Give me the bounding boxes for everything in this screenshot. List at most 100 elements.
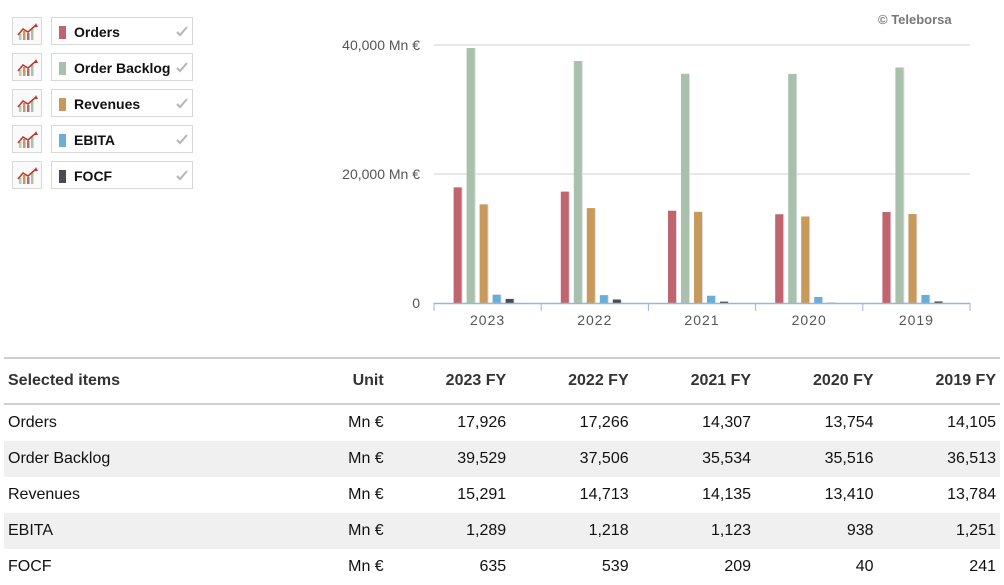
table-cell: 14,105 — [947, 414, 996, 431]
table-cell: Order Backlog — [4, 441, 280, 477]
y-tick-label: 0 — [412, 295, 420, 311]
table-cell: 15,291 — [457, 486, 507, 503]
line-chart-icon[interactable] — [12, 125, 42, 153]
bar[interactable] — [573, 61, 582, 303]
bar[interactable] — [895, 67, 904, 303]
table-cell: 17,266 — [579, 414, 629, 431]
bar[interactable] — [694, 211, 702, 303]
table-cell: 241 — [969, 558, 996, 575]
table-cell: 17,926 — [457, 414, 507, 431]
table-cell: 36,513 — [877, 441, 1000, 477]
column-header: 2020 FY — [755, 357, 878, 405]
bar[interactable] — [814, 296, 823, 303]
check-icon — [176, 62, 188, 73]
table-cell: Mn € — [348, 414, 384, 431]
table-cell: 1,289 — [387, 513, 511, 549]
bar[interactable] — [775, 214, 784, 303]
column-header: Selected items — [4, 357, 280, 405]
table-cell: Orders — [8, 414, 57, 431]
bar[interactable] — [908, 214, 917, 303]
x-tick-label: 2023 — [470, 312, 505, 328]
table-cell: 35,516 — [755, 441, 878, 477]
legend-item-revenues[interactable]: Revenues — [51, 89, 193, 117]
line-chart-icon[interactable] — [12, 53, 42, 81]
line-chart-icon[interactable] — [12, 161, 42, 189]
legend-item-order-backlog[interactable]: Order Backlog — [51, 53, 193, 81]
x-tick-label: 2022 — [577, 312, 612, 328]
bar[interactable] — [707, 295, 715, 303]
table-cell: 40 — [855, 558, 874, 575]
table-row: Orders Mn € 17,926 17,266 14,307 13,754 … — [4, 404, 1000, 441]
y-tick-label: 20,000 Mn € — [342, 166, 420, 182]
check-icon — [176, 134, 188, 145]
table-cell: 13,410 — [824, 486, 874, 503]
bar-chart: 0 20,000 Mn € 40,000 Mn € 2023 2022 2021 2020 2… — [342, 37, 971, 328]
y-tick-label: 40,000 Mn € — [342, 37, 420, 53]
table-cell: 37,506 — [510, 441, 633, 477]
bar[interactable] — [612, 299, 621, 303]
chart-credit: © Teleborsa — [878, 12, 952, 27]
table-cell: 1,218 — [510, 513, 633, 549]
x-tick-label: 2021 — [684, 312, 719, 328]
column-header: 2019 FY — [877, 357, 1000, 405]
table-cell: 1,123 — [632, 513, 756, 549]
table-cell: 14,307 — [702, 414, 752, 431]
table-cell: Mn € — [279, 513, 388, 549]
table-cell: 635 — [479, 558, 507, 575]
x-tick-label: 2020 — [792, 312, 827, 328]
bar[interactable] — [466, 48, 475, 303]
line-chart-icon[interactable] — [12, 89, 42, 117]
table-cell: 13,784 — [947, 486, 996, 503]
table-cell: Revenues — [8, 486, 81, 503]
bar[interactable] — [681, 73, 689, 304]
x-tick-label: 2019 — [899, 312, 934, 328]
bar[interactable] — [560, 191, 569, 303]
table-cell: 209 — [724, 558, 752, 575]
table-header-row: Selected items Unit 2023 FY 2022 FY 2021… — [4, 357, 1000, 405]
table-cell: 14,713 — [579, 486, 629, 503]
bar[interactable] — [934, 301, 943, 303]
column-header: 2023 FY — [387, 357, 511, 405]
legend-swatch — [59, 62, 66, 75]
table-cell: 14,135 — [702, 486, 752, 503]
table-cell: 539 — [601, 558, 629, 575]
bar[interactable] — [505, 298, 514, 303]
bar[interactable] — [599, 295, 608, 303]
table-cell: FOCF — [8, 558, 52, 575]
data-table: Selected items Unit 2023 FY 2022 FY 2021… — [4, 357, 1000, 585]
column-header: Unit — [279, 357, 388, 405]
legend-swatch — [59, 134, 66, 147]
table-row: Order Backlog Mn € 39,529 37,506 35,534 … — [4, 441, 1000, 477]
table-row: Revenues Mn € 15,291 14,713 14,135 13,41… — [4, 477, 1000, 513]
check-icon — [176, 170, 188, 181]
bar[interactable] — [668, 210, 676, 303]
table-cell: 938 — [755, 513, 878, 549]
bar[interactable] — [479, 204, 488, 303]
bar[interactable] — [720, 301, 728, 303]
table-row: FOCF Mn € 635 539 209 40 241 — [4, 549, 1000, 585]
legend-label: EBITA — [74, 132, 115, 148]
column-header: 2021 FY — [632, 357, 756, 405]
table-cell: 39,529 — [387, 441, 511, 477]
bar[interactable] — [801, 216, 810, 303]
bar[interactable] — [492, 294, 501, 303]
column-header: 2022 FY — [510, 357, 633, 405]
bar[interactable] — [882, 212, 891, 303]
table-row: EBITA Mn € 1,289 1,218 1,123 938 1,251 — [4, 513, 1000, 549]
legend-item-orders[interactable]: Orders — [51, 17, 193, 45]
bar[interactable] — [921, 294, 930, 303]
table-cell: EBITA — [4, 513, 280, 549]
line-chart-icon[interactable] — [12, 17, 42, 45]
bar[interactable] — [788, 73, 797, 303]
legend-swatch — [59, 170, 66, 183]
legend-item-focf[interactable]: FOCF — [51, 161, 193, 189]
legend-swatch — [59, 98, 66, 111]
bar[interactable] — [586, 208, 595, 303]
legend-label: Order Backlog — [74, 60, 171, 76]
table-cell: 1,251 — [877, 513, 1000, 549]
table-cell: 13,754 — [824, 414, 874, 431]
bar[interactable] — [453, 187, 462, 303]
legend-swatch — [59, 26, 66, 39]
table-cell: Mn € — [279, 441, 388, 477]
legend-item-ebita[interactable]: EBITA — [51, 125, 193, 153]
